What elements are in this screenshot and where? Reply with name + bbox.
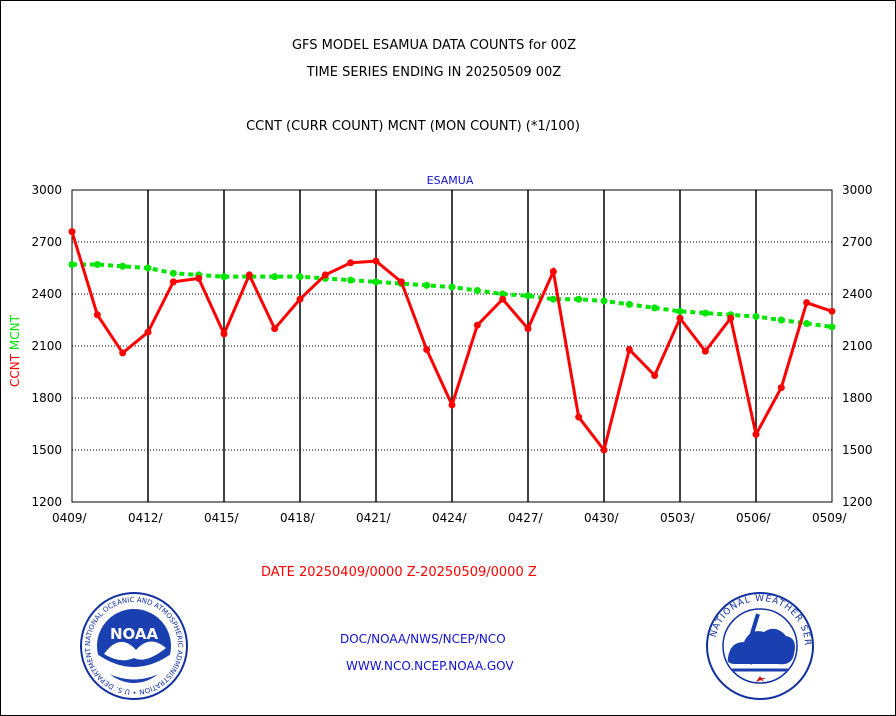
x-tick-label: 0409/ (52, 511, 88, 525)
data-point-ccnt (448, 401, 456, 409)
data-point-ccnt (524, 325, 532, 333)
data-point-mcnt (119, 262, 127, 270)
y-tick-label-right: 2100 (842, 339, 873, 353)
data-point-ccnt (119, 349, 127, 357)
y-tick-label-right: 2700 (842, 235, 873, 249)
data-point-ccnt (296, 295, 304, 303)
plot-station-title: ESAMUA (427, 174, 474, 187)
y-axis-label-mcnt: MCNT (8, 314, 22, 350)
y-tick-label-left: 1800 (31, 391, 62, 405)
data-point-ccnt (625, 345, 633, 353)
y-tick-label-left: 3000 (31, 183, 62, 197)
data-point-mcnt (752, 313, 760, 321)
data-point-mcnt (575, 295, 583, 303)
data-point-ccnt (271, 325, 279, 333)
x-tick-label: 0427/ (508, 511, 544, 525)
data-point-mcnt (600, 297, 608, 305)
data-point-ccnt (777, 384, 785, 392)
data-point-mcnt (271, 273, 279, 281)
data-point-mcnt (372, 278, 380, 286)
y-axis-label: CCNT MCNT (8, 314, 22, 387)
data-point-mcnt (499, 290, 507, 298)
y-tick-label-left: 2400 (31, 287, 62, 301)
nws-logo: NATIONAL WEATHER SERVICE (706, 592, 814, 700)
y-tick-label-right: 3000 (842, 183, 873, 197)
data-point-mcnt (676, 307, 684, 315)
y-tick-label-left: 2700 (31, 235, 62, 249)
x-tick-label: 0421/ (356, 511, 392, 525)
chart-title: GFS MODEL ESAMUA DATA COUNTS for 00Z (291, 38, 577, 53)
footer-website[interactable]: WWW.NCO.NCEP.NOAA.GOV (346, 659, 514, 673)
x-tick-label: 0424/ (432, 511, 468, 525)
data-point-ccnt (93, 311, 101, 319)
data-point-mcnt (93, 261, 101, 269)
x-tick-label: 0415/ (204, 511, 240, 525)
data-point-ccnt (828, 307, 836, 315)
data-point-ccnt (245, 271, 253, 279)
x-tick-label: 0503/ (660, 511, 696, 525)
y-tick-label-right: 1800 (842, 391, 873, 405)
data-point-ccnt (144, 328, 152, 336)
data-point-ccnt (752, 430, 760, 438)
x-tick-label: 0418/ (280, 511, 316, 525)
footer-agency: DOC/NOAA/NWS/NCEP/NCO (340, 632, 506, 646)
data-point-ccnt (195, 274, 203, 282)
data-point-mcnt (651, 304, 659, 312)
data-point-ccnt (68, 228, 76, 236)
x-tick-label: 0506/ (736, 511, 772, 525)
data-point-mcnt (347, 276, 355, 284)
data-point-ccnt (499, 295, 507, 303)
y-tick-label-right: 1500 (842, 443, 873, 457)
data-point-ccnt (727, 314, 735, 322)
x-tick-label: 0412/ (128, 511, 164, 525)
y-tick-label-left: 1500 (31, 443, 62, 457)
data-point-mcnt (828, 323, 836, 331)
data-point-ccnt (347, 259, 355, 267)
data-point-mcnt (169, 269, 177, 277)
date-range-label: DATE 20250409/0000 Z-20250509/0000 Z (261, 565, 537, 580)
data-point-ccnt (397, 278, 405, 286)
data-point-mcnt (701, 309, 709, 317)
data-point-mcnt (473, 287, 481, 295)
x-tick-label: 0430/ (584, 511, 620, 525)
data-point-ccnt (676, 314, 684, 322)
data-point-ccnt (600, 446, 608, 454)
data-point-mcnt (423, 281, 431, 289)
data-point-mcnt (524, 292, 532, 300)
noaa-logo: NOAA NATIONAL OCEANIC AND ATMOSPHERIC AD… (80, 592, 188, 700)
data-point-ccnt (803, 299, 811, 307)
chart-series-description: CCNT (CURR COUNT) MCNT (MON COUNT) (*1/1… (246, 119, 580, 134)
noaa-logo-text: NOAA (110, 625, 159, 643)
data-point-mcnt (549, 295, 557, 303)
data-point-ccnt (701, 347, 709, 355)
data-point-ccnt (321, 271, 329, 279)
data-point-ccnt (575, 413, 583, 421)
data-point-mcnt (220, 273, 228, 281)
y-tick-label-left: 2100 (31, 339, 62, 353)
y-tick-label-right: 1200 (842, 495, 873, 509)
data-point-ccnt (423, 345, 431, 353)
data-point-mcnt (144, 264, 152, 272)
chart-subtitle: TIME SERIES ENDING IN 20250509 00Z (306, 65, 562, 80)
data-point-mcnt (803, 319, 811, 327)
y-tick-label-right: 2400 (842, 287, 873, 301)
data-point-ccnt (220, 330, 228, 338)
x-tick-label: 0509/ (812, 511, 848, 525)
y-axis-label-ccnt: CCNT (8, 350, 22, 387)
data-point-ccnt (372, 257, 380, 265)
data-point-ccnt (473, 321, 481, 329)
data-point-ccnt (169, 278, 177, 286)
data-point-mcnt (777, 316, 785, 324)
y-tick-label-left: 1200 (31, 495, 62, 509)
data-point-mcnt (625, 300, 633, 308)
data-point-ccnt (651, 371, 659, 379)
data-point-ccnt (549, 267, 557, 275)
data-point-mcnt (68, 261, 76, 269)
data-point-mcnt (448, 283, 456, 291)
data-point-mcnt (296, 273, 304, 281)
